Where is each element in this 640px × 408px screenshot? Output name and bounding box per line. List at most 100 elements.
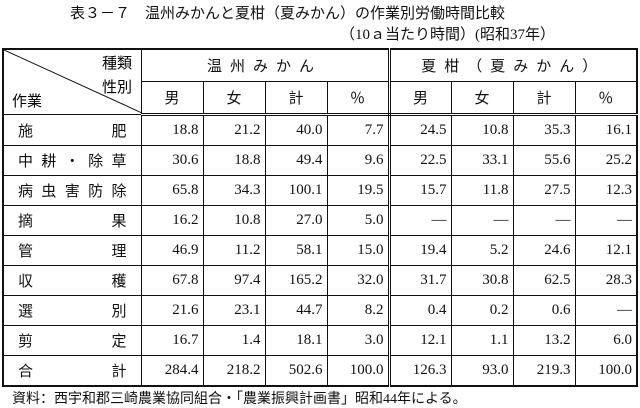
value-cell: 33.1 — [450, 145, 514, 176]
row-label-cell: 合計 — [2, 355, 142, 387]
row-label: 選別 — [18, 304, 127, 320]
header-row: 種類 性別 作業 温州みかん 夏柑（夏みかん） — [2, 48, 638, 115]
row-label-cell: 収穫 — [2, 265, 142, 296]
value-cell: 18.8 — [202, 145, 266, 176]
value-cell: 12.1 — [574, 235, 638, 266]
value-cell: 15.7 — [388, 175, 452, 206]
value-cell: 46.9 — [140, 235, 204, 266]
value-cell: 49.4 — [264, 145, 328, 176]
value-cell: — — [574, 205, 638, 236]
column-header: 男 — [140, 81, 204, 116]
title: 表３－７ 温州みかんと夏柑（夏みかん）の作業別労働時間比較 — [70, 6, 506, 22]
value-cell: — — [574, 295, 638, 326]
value-cell: 24.5 — [388, 114, 452, 146]
value-cell: 12.1 — [388, 325, 452, 356]
row-label-cell: 摘果 — [2, 205, 142, 236]
value-cell: 8.2 — [326, 295, 391, 326]
value-cell: 10.8 — [202, 205, 266, 236]
value-cell: 19.4 — [388, 235, 452, 266]
column-header: 女 — [202, 81, 266, 116]
value-cell: 27.0 — [264, 205, 328, 236]
row-label: 摘果 — [18, 214, 127, 230]
table-row: 摘果 16.2 10.8 27.0 5.0— — — — — [2, 205, 638, 236]
corner-work: 作業 — [12, 93, 42, 110]
value-cell: 30.6 — [140, 145, 204, 176]
value-cell: 44.7 — [264, 295, 328, 326]
row-label: 中耕・除草 — [18, 154, 127, 170]
value-cell: 15.0 — [326, 235, 391, 266]
value-cell: 3.0 — [326, 325, 391, 356]
column-header: 計 — [264, 81, 328, 116]
value-cell: 55.6 — [512, 145, 576, 176]
value-cell: 28.3 — [574, 265, 638, 296]
value-cell: 11.8 — [450, 175, 514, 206]
subtitle: （10ａ当たり時間）(昭和37年） — [340, 27, 555, 43]
row-label: 合計 — [18, 364, 127, 380]
table-row: 収穫 67.8 97.4 165.2 32.0 31.7 30.8 62.5 28.3 — [2, 265, 638, 296]
value-cell: 35.3 — [512, 114, 576, 146]
corner-kind: 種類 — [102, 55, 132, 72]
value-cell: 16.7 — [140, 325, 204, 356]
row-label-cell: 中耕・除草 — [2, 145, 142, 176]
value-cell: 31.7 — [388, 265, 452, 296]
column-header: 女 — [450, 81, 514, 116]
row-label: 施肥 — [18, 123, 127, 140]
value-cell: 32.0 — [326, 265, 391, 296]
value-cell: 502.6 — [264, 355, 328, 387]
group-header: 夏柑（夏みかん） — [388, 48, 638, 82]
row-label: 剪定 — [18, 334, 127, 350]
value-cell: 19.5 — [326, 175, 391, 206]
table-row: 中耕・除草 30.6 18.8 49.4 9.6 22.5 33.1 55.6 25.2 — [2, 145, 638, 176]
column-header: ％ — [574, 81, 638, 116]
value-cell: 100.0 — [574, 355, 638, 387]
table-row: 合計 284.4 218.2 502.6 100.0 126.3 93.0 219.3 100.… — [2, 355, 638, 387]
row-label-cell: 施肥 — [2, 114, 142, 146]
column-header-row: 男女計％男女計％ — [3, 81, 638, 116]
table-row: 施肥 18.8 21.2 40.0 7.7 24.5 10.8 35.3 16.1 — [2, 114, 638, 146]
value-cell: — — [450, 205, 514, 236]
value-cell: 21.6 — [140, 295, 204, 326]
value-cell: 100.0 — [326, 355, 391, 387]
value-cell: 40.0 — [264, 114, 328, 146]
value-cell: 0.6 — [512, 295, 576, 326]
value-cell: 25.2 — [574, 145, 638, 176]
value-cell: 0.4 — [388, 295, 452, 326]
value-cell: — — [388, 205, 452, 236]
table-row: 剪定 16.7 1.4 18.1 3.0 12.1 1.1 13.2 6.0 — [2, 325, 638, 356]
value-cell: 21.2 — [202, 114, 266, 146]
value-cell: 97.4 — [202, 265, 266, 296]
value-cell: 24.6 — [512, 235, 576, 266]
value-cell: 165.2 — [264, 265, 328, 296]
value-cell: 10.8 — [450, 114, 514, 146]
value-cell: 67.8 — [140, 265, 204, 296]
value-cell: 16.2 — [140, 205, 204, 236]
value-cell: 22.5 — [388, 145, 452, 176]
value-cell: 12.3 — [574, 175, 638, 206]
value-cell: 9.6 — [326, 145, 391, 176]
value-cell: 7.7 — [326, 114, 391, 146]
value-cell: 30.8 — [450, 265, 514, 296]
row-label-cell: 管理 — [2, 235, 142, 266]
value-cell: 219.3 — [512, 355, 576, 387]
value-cell: 11.2 — [202, 235, 266, 266]
column-header: 計 — [512, 81, 576, 116]
corner-diagonal: 種類 性別 作業 — [4, 50, 142, 113]
value-cell: 18.8 — [140, 114, 204, 146]
value-cell: 1.4 — [202, 325, 266, 356]
row-label: 管理 — [18, 244, 127, 260]
table-row: 管理 46.9 11.2 58.1 15.0 19.4 5.2 24.6 12.1 — [2, 235, 638, 266]
column-header: ％ — [326, 81, 391, 116]
value-cell: 6.0 — [574, 325, 638, 356]
data-table: 種類 性別 作業 温州みかん 夏柑（夏みかん） 男女計％男女計％ 施肥 18.8 2… — [2, 48, 638, 387]
table-row: 選別 21.6 23.1 44.7 8.2 0.4 0.2 0.6— — [2, 295, 638, 326]
value-cell: 1.1 — [450, 325, 514, 356]
value-cell: 16.1 — [574, 114, 638, 146]
source-note: 資料：西宇和郡三崎農業協同組合・「農業振興計画書」昭和44年による。 — [12, 392, 467, 407]
row-label-cell: 病虫害防除 — [2, 175, 142, 206]
value-cell: 284.4 — [140, 355, 204, 387]
row-label: 病虫害防除 — [18, 184, 127, 200]
value-cell: — — [512, 205, 576, 236]
row-label-cell: 剪定 — [2, 325, 142, 356]
value-cell: 18.1 — [264, 325, 328, 356]
